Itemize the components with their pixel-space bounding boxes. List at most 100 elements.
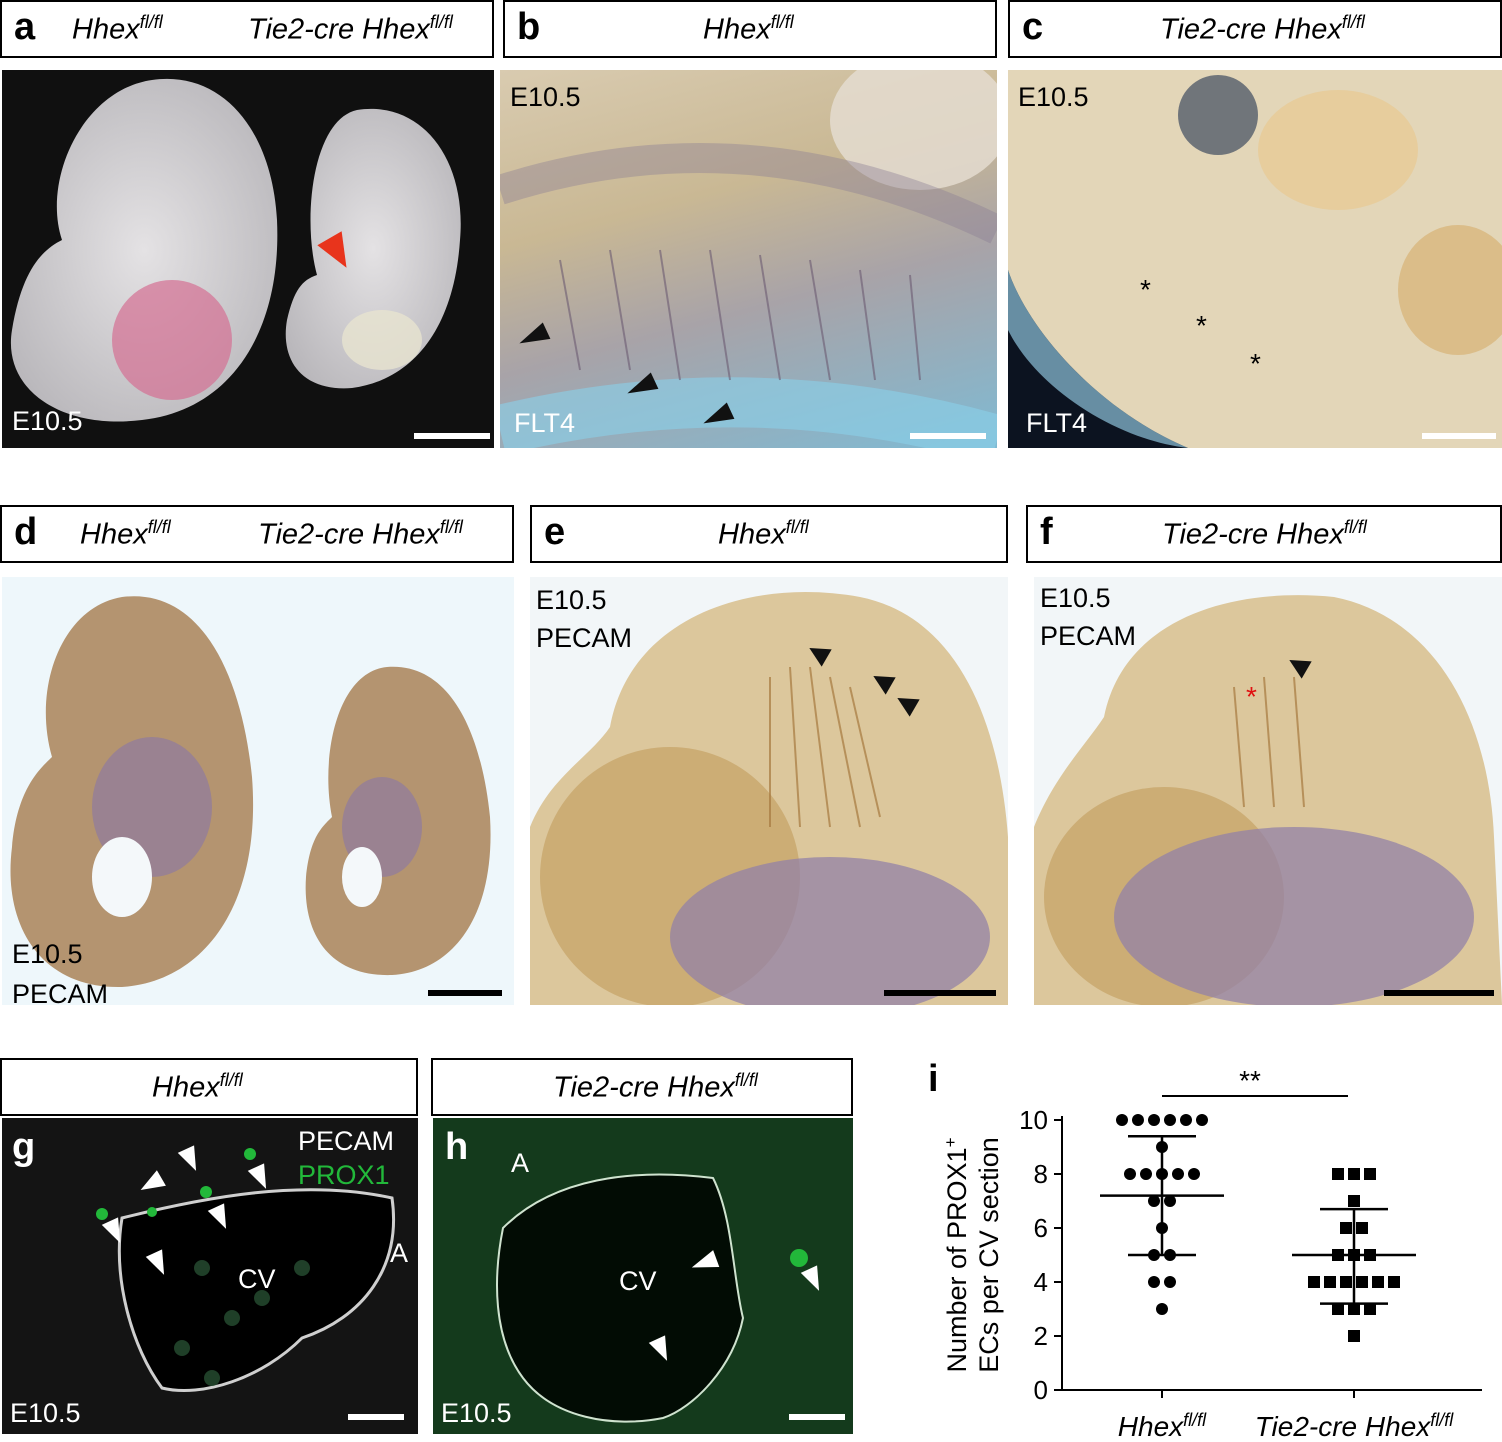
data-point — [1196, 1114, 1208, 1126]
genotype-text: Hhex — [80, 518, 148, 551]
genotype-sup: fl/fl — [770, 12, 794, 32]
data-point — [1348, 1303, 1360, 1315]
panel-a-header: a Hhexfl/fl Tie2-cre Hhexfl/fl — [0, 0, 494, 58]
scale-bar — [348, 1414, 404, 1420]
panel-c-image: * * * E10.5 FLT4 — [1008, 70, 1502, 448]
y-axis-label-line2: ECs per CV section — [974, 1137, 1004, 1373]
panel-g-cv-label: CV — [238, 1264, 276, 1294]
asterisk-icon: * — [1250, 348, 1261, 379]
data-point — [1140, 1168, 1152, 1180]
data-point — [1148, 1195, 1160, 1207]
y-tick-label: 6 — [1034, 1213, 1048, 1243]
data-point — [1364, 1168, 1376, 1180]
y-tick-label: 2 — [1034, 1321, 1048, 1351]
data-point — [1116, 1114, 1128, 1126]
data-point — [1332, 1168, 1344, 1180]
panel-b-letter: b — [517, 6, 541, 48]
data-point — [1372, 1276, 1384, 1288]
genotype-sup: fl/fl — [147, 517, 171, 537]
scale-bar — [428, 990, 502, 996]
panel-f-stain: PECAM — [1040, 621, 1137, 651]
data-point — [1340, 1276, 1352, 1288]
panel-d-image: E10.5 PECAM — [2, 577, 514, 1005]
panel-g-stain-prox1: PROX1 — [298, 1160, 390, 1190]
panel-h-micrograph — [496, 1173, 808, 1423]
scale-bar — [789, 1414, 845, 1420]
red-asterisk-icon: * — [1246, 681, 1257, 712]
panel-b-image: E10.5 FLT4 — [500, 70, 997, 448]
panel-e-image: E10.5 PECAM — [530, 577, 1008, 1005]
data-point — [1356, 1276, 1368, 1288]
genotype-text: Tie2-cre Hhex — [258, 518, 440, 551]
panel-g-stage: E10.5 — [10, 1398, 81, 1428]
panel-g-header: Hhexfl/fl — [0, 1058, 418, 1116]
genotype-text: Tie2-cre Hhex — [1162, 518, 1344, 551]
panel-i-scatter-chart: 0 2 4 6 8 10 Number of PROX1+ ECs per CV sectio… — [941, 1065, 1482, 1442]
y-tick-label: 4 — [1034, 1267, 1048, 1297]
genotype-sup: fl/fl — [785, 517, 809, 537]
panel-b-stain: FLT4 — [514, 408, 576, 438]
genotype-text: Hhex — [152, 1071, 220, 1104]
panel-e-header: e Hhexfl/fl — [530, 505, 1008, 563]
panel-a-stage: E10.5 — [12, 406, 83, 436]
genotype-text: Tie2-cre Hhex — [248, 13, 430, 46]
panel-g-stain-pecam: PECAM — [298, 1126, 395, 1156]
panel-g-micrograph — [96, 1148, 395, 1393]
panel-h-letter: h — [445, 1126, 469, 1168]
panel-c-stain: FLT4 — [1026, 408, 1088, 438]
panel-f-image: * E10.5 PECAM — [1034, 577, 1502, 1005]
data-point — [1388, 1276, 1400, 1288]
panel-f-head — [1034, 595, 1502, 1005]
y-tick-label: 0 — [1034, 1375, 1048, 1405]
panel-c-letter: c — [1022, 6, 1044, 48]
genotype-text: Hhex — [703, 13, 771, 46]
x-category-label: Hhexfl/fl — [1118, 1410, 1207, 1442]
genotype-text: Tie2-cre Hhex — [1160, 13, 1342, 46]
panel-g-genotype: Hhexfl/fl — [152, 1070, 243, 1105]
panel-g-letter: g — [12, 1126, 36, 1168]
data-point — [1356, 1222, 1368, 1234]
scale-bar — [1422, 433, 1496, 439]
scale-bar — [1384, 990, 1494, 996]
panel-d-genotype-1: Hhexfl/fl — [80, 517, 171, 552]
data-point — [1348, 1195, 1360, 1207]
panel-d-genotype-2: Tie2-cre Hhexfl/fl — [258, 517, 463, 552]
panel-a-genotype-1: Hhexfl/fl — [72, 12, 163, 47]
panel-f-letter: f — [1040, 511, 1053, 553]
data-point — [1148, 1114, 1160, 1126]
x-category-label: Tie2-cre Hhexfl/fl — [1255, 1410, 1455, 1442]
genotype-sup: fl/fl — [1343, 517, 1367, 537]
panel-h-header: Tie2-cre Hhexfl/fl — [431, 1058, 853, 1116]
asterisk-icon: * — [1196, 310, 1207, 341]
scale-bar — [910, 433, 986, 439]
genotype-sup: fl/fl — [439, 517, 463, 537]
panel-e-genotype: Hhexfl/fl — [718, 517, 809, 552]
panel-e-stain: PECAM — [536, 623, 633, 653]
panel-h-genotype: Tie2-cre Hhexfl/fl — [553, 1070, 758, 1105]
data-point — [1156, 1303, 1168, 1315]
y-tick-label: 8 — [1034, 1159, 1048, 1189]
data-point — [1348, 1168, 1360, 1180]
panel-b-genotype: Hhexfl/fl — [703, 12, 794, 47]
data-point — [1172, 1168, 1184, 1180]
data-point — [1324, 1276, 1336, 1288]
panel-b-stage: E10.5 — [510, 82, 581, 112]
panel-d-embryos — [10, 596, 491, 988]
data-point — [1164, 1195, 1176, 1207]
panel-e-letter: e — [544, 511, 566, 553]
panel-d-header: d Hhexfl/fl Tie2-cre Hhexfl/fl — [0, 505, 514, 563]
data-point — [1132, 1114, 1144, 1126]
panel-b-vessels — [500, 70, 997, 448]
data-point — [1188, 1168, 1200, 1180]
panel-g-a-label: A — [390, 1238, 409, 1268]
panel-c-genotype: Tie2-cre Hhexfl/fl — [1160, 12, 1365, 47]
panel-d-letter: d — [14, 511, 38, 553]
panel-d-stage: E10.5 — [12, 939, 83, 969]
data-point — [1124, 1168, 1136, 1180]
significance-label: ** — [1239, 1065, 1261, 1096]
y-tick-label: 10 — [1019, 1105, 1048, 1135]
panel-a-genotype-2: Tie2-cre Hhexfl/fl — [248, 12, 453, 47]
genotype-sup: fl/fl — [429, 12, 453, 32]
panel-h-cv-label: CV — [619, 1266, 657, 1296]
genotype-text: Tie2-cre Hhex — [553, 1071, 735, 1104]
